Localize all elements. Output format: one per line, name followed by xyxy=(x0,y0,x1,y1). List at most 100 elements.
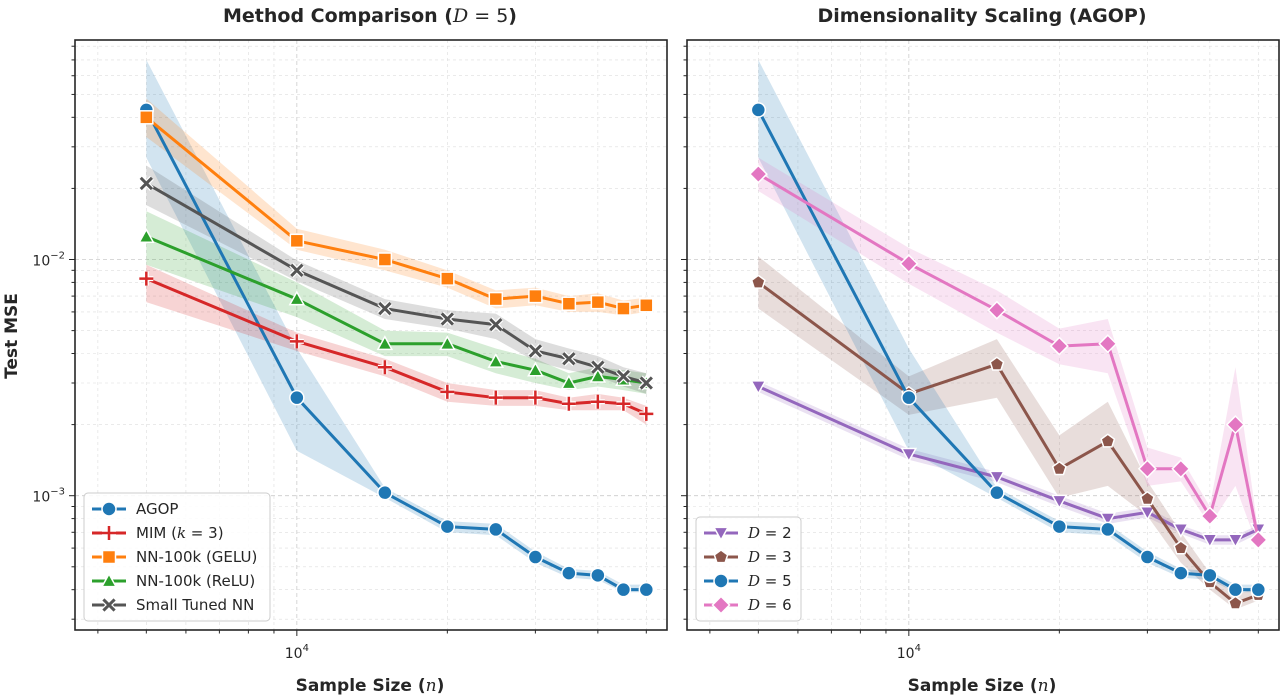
left-series-4-point-5 xyxy=(527,343,543,359)
left-legend-label-1: MIM (k = 3) xyxy=(136,524,224,542)
right-series-2-point-2 xyxy=(989,484,1005,501)
right-series-2-point-6 xyxy=(1173,565,1189,581)
right-chart-title: Dimensionality Scaling (AGOP) xyxy=(817,5,1146,27)
left-legend-marker-1 xyxy=(102,526,116,540)
right-legend-item-1: D = 3 xyxy=(704,548,792,566)
right-legend-marker-2 xyxy=(713,573,729,589)
left-legend-marker-2 xyxy=(101,549,117,565)
left-legend-item-1: MIM (k = 3) xyxy=(92,524,224,542)
left-series-3 xyxy=(138,228,655,390)
left-legend-marker-1-glyph xyxy=(102,526,116,540)
right-series-2-point-4 xyxy=(1100,521,1116,538)
left-series-4-point-8-glyph xyxy=(616,369,631,384)
left-legend-label-4: Small Tuned NN xyxy=(136,596,254,614)
right-series-0-point-5 xyxy=(1139,506,1156,521)
left-series-2-point-8 xyxy=(616,301,631,316)
right-series-3 xyxy=(748,164,1268,550)
left-series-1-point-3 xyxy=(440,384,455,399)
right-chart-panel: Dimensionality Scaling (AGOP) Sample Siz… xyxy=(681,5,1280,696)
left-series-1-point-0-glyph xyxy=(139,271,154,286)
left-series-1-point-7-glyph xyxy=(590,394,605,409)
right-legend-item-0: D = 2 xyxy=(704,524,792,542)
left-series-1-point-5 xyxy=(528,390,543,405)
left-legend-item-4: Small Tuned NN xyxy=(92,596,254,614)
left-series-1-line xyxy=(145,277,647,416)
left-series-2-point-5 xyxy=(528,288,543,304)
left-series-3-line xyxy=(145,235,647,385)
left-series-2-point-4 xyxy=(488,291,504,307)
right-xtick-label-0: 104 xyxy=(897,643,921,662)
left-series-4-point-4 xyxy=(488,317,504,333)
left-legend-label-2: NN-100k (GELU) xyxy=(136,548,257,566)
left-series-2-line xyxy=(145,116,647,311)
left-series-4-point-2 xyxy=(377,301,393,317)
left-series-1-point-4 xyxy=(488,390,503,405)
left-series-1-point-0 xyxy=(139,271,154,286)
right-series-3-point-2 xyxy=(987,300,1007,320)
right-series-2-point-0 xyxy=(750,102,767,118)
right-series-3-point-6 xyxy=(1171,459,1191,479)
right-series-3-point-7 xyxy=(1200,506,1220,526)
left-series-1-point-7 xyxy=(590,394,605,409)
left-series-4-point-6-glyph xyxy=(562,352,576,366)
right-series-2-point-3 xyxy=(1051,518,1068,535)
left-series-3-point-5 xyxy=(527,361,544,377)
left-series-4 xyxy=(138,175,654,391)
right-series-2-point-7 xyxy=(1202,567,1218,584)
left-series-3-point-0 xyxy=(138,228,155,243)
left-series-2-point-2 xyxy=(377,252,393,267)
right-series-1-point-6 xyxy=(1173,540,1189,555)
left-ytick-label-1: 10−2 xyxy=(32,251,65,270)
right-legend: D = 2 D = 3 D = 5 D = 6 xyxy=(695,516,802,622)
left-series-1-point-2 xyxy=(377,360,392,375)
left-series-1-point-3-glyph xyxy=(440,384,455,399)
right-band-series-2 xyxy=(758,59,1259,593)
left-series-1-point-6-glyph xyxy=(561,396,576,411)
left-legend-item-3: NN-100k (ReLU) xyxy=(92,572,255,590)
left-chart-ylabel: Test MSE xyxy=(2,293,22,379)
left-series-0-point-7 xyxy=(590,567,606,584)
left-series-1-point-5-glyph xyxy=(528,390,543,405)
left-legend-box xyxy=(83,492,271,622)
left-legend-label-0: AGOP xyxy=(136,500,178,518)
left-series-0-point-2 xyxy=(377,484,393,501)
right-series-3-line xyxy=(757,172,1260,541)
right-series-0-line xyxy=(757,385,1259,542)
left-series-2-point-7 xyxy=(590,294,606,310)
left-series-0-line xyxy=(145,109,647,592)
right-legend-box xyxy=(695,516,802,622)
left-series-4-point-4-glyph xyxy=(489,317,503,332)
right-legend-marker-0 xyxy=(712,526,730,542)
left-series-1-point-9 xyxy=(639,406,654,421)
left-series-0-point-5 xyxy=(527,549,544,565)
right-legend-marker-1 xyxy=(713,549,729,564)
left-series-4-line xyxy=(145,182,647,385)
left-legend-item-0: AGOP xyxy=(92,500,178,518)
right-series-0-point-8 xyxy=(1227,533,1244,549)
right-series-1-point-3 xyxy=(1051,460,1067,476)
left-series-3-point-6 xyxy=(560,374,578,390)
right-series-0-point-4 xyxy=(1099,512,1117,528)
left-series-4-point-3 xyxy=(439,311,455,327)
right-series-0-point-2 xyxy=(988,470,1006,486)
right-series-2-line xyxy=(757,109,1259,592)
left-series-2 xyxy=(139,110,654,316)
right-series-2 xyxy=(750,102,1267,598)
left-series-1 xyxy=(139,271,654,421)
left-series-1-point-9-glyph xyxy=(639,406,654,421)
left-chart-title: Method Comparison (D = 5) xyxy=(223,5,517,27)
right-series-2-point-5 xyxy=(1139,549,1156,565)
left-xtick-label-0: 104 xyxy=(285,643,309,662)
left-series-2-point-0 xyxy=(139,110,154,125)
left-legend-item-2: NN-100k (GELU) xyxy=(92,548,257,566)
right-series-0-point-1 xyxy=(900,447,918,463)
right-series-3-point-0 xyxy=(748,164,768,184)
left-series-2-point-3 xyxy=(440,271,455,286)
right-series-0-point-7 xyxy=(1201,533,1219,549)
right-legend-marker-3 xyxy=(711,595,731,615)
right-series-0 xyxy=(750,380,1267,549)
right-series-0-point-6 xyxy=(1172,523,1190,538)
right-series-3-point-3 xyxy=(1049,336,1069,356)
right-legend-item-2: D = 5 xyxy=(704,572,792,590)
left-series-4-point-1-glyph xyxy=(290,263,304,277)
